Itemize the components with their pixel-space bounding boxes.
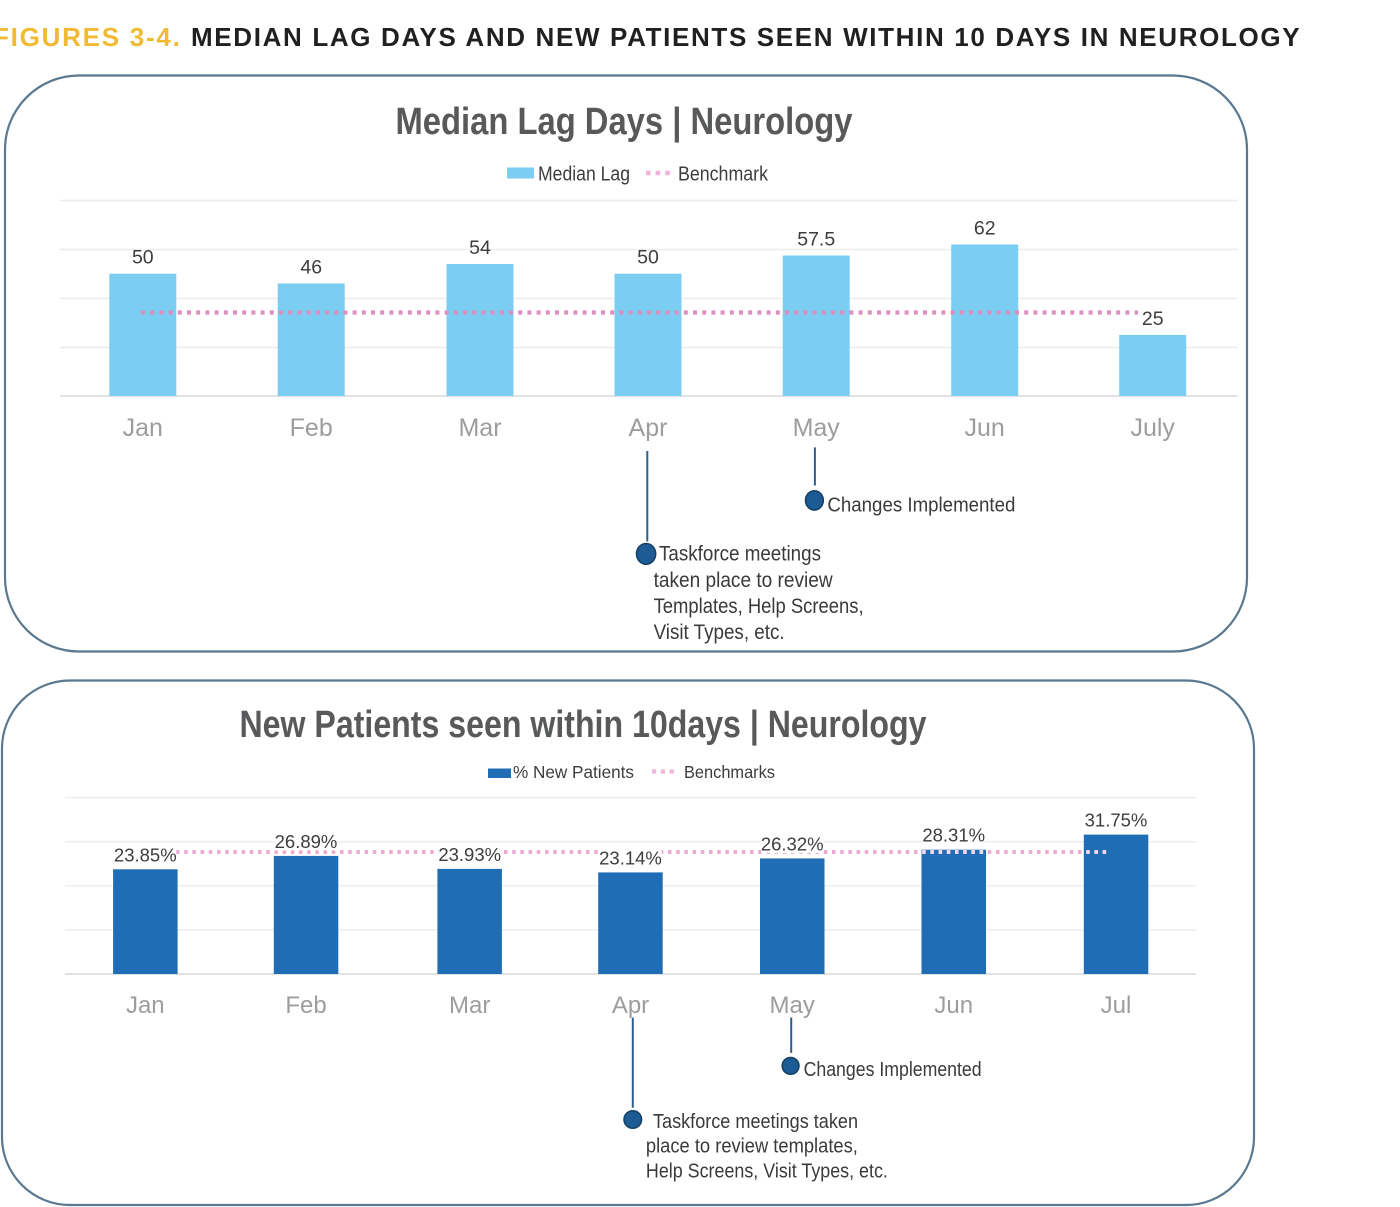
svg-text:taken place to review: taken place to review (654, 569, 834, 592)
svg-text:62: 62 (974, 218, 996, 240)
svg-text:place to review templates,: place to review templates, (646, 1136, 858, 1158)
svg-text:54: 54 (469, 237, 491, 259)
svg-text:Jun: Jun (934, 992, 973, 1019)
svg-text:Templates, Help Screens,: Templates, Help Screens, (654, 595, 864, 618)
svg-text:Visit Types, etc.: Visit Types, etc. (654, 621, 785, 644)
svg-text:Jul: Jul (1101, 992, 1132, 1019)
svg-text:Apr: Apr (612, 992, 649, 1019)
svg-text:July: July (1130, 414, 1175, 442)
svg-text:Mar: Mar (458, 414, 501, 442)
svg-text:Mar: Mar (449, 992, 490, 1019)
svg-text:23.85%: 23.85% (114, 844, 177, 865)
svg-text:Median Lag: Median Lag (538, 164, 630, 186)
svg-text:Jan: Jan (126, 992, 165, 1019)
svg-text:Changes Implemented: Changes Implemented (827, 494, 1015, 517)
svg-text:26.32%: 26.32% (761, 833, 824, 854)
svg-text:28.31%: 28.31% (922, 825, 985, 846)
svg-text:26.89%: 26.89% (275, 831, 338, 852)
svg-text:Benchmark: Benchmark (678, 164, 769, 186)
svg-text:FIGURES 3-4.: FIGURES 3-4. (0, 22, 182, 52)
svg-text:Taskforce meetings taken: Taskforce meetings taken (653, 1111, 858, 1133)
svg-text:Jan: Jan (123, 414, 163, 442)
svg-text:Changes Implemented: Changes Implemented (804, 1059, 982, 1081)
svg-text:May: May (770, 992, 815, 1019)
svg-text:Jun: Jun (965, 414, 1005, 442)
svg-text:25: 25 (1142, 308, 1164, 330)
svg-text:New Patients seen within 10day: New Patients seen within 10days | Neurol… (240, 704, 927, 746)
svg-text:MEDIAN LAG DAYS AND NEW PATIEN: MEDIAN LAG DAYS AND NEW PATIENTS SEEN WI… (191, 22, 1301, 52)
svg-text:Median Lag Days | Neurology: Median Lag Days | Neurology (396, 101, 853, 143)
svg-text:23.14%: 23.14% (599, 847, 662, 868)
svg-text:31.75%: 31.75% (1085, 810, 1148, 831)
svg-text:Benchmarks: Benchmarks (684, 762, 775, 782)
svg-text:May: May (793, 414, 841, 442)
svg-text:Apr: Apr (629, 414, 668, 442)
svg-text:23.93%: 23.93% (438, 844, 501, 865)
svg-text:% New Patients: % New Patients (513, 762, 634, 782)
svg-text:Feb: Feb (285, 992, 326, 1019)
svg-text:50: 50 (132, 247, 154, 269)
svg-text:Feb: Feb (290, 414, 333, 442)
svg-text:Taskforce meetings: Taskforce meetings (659, 543, 821, 566)
svg-text:46: 46 (300, 257, 322, 279)
svg-text:57.5: 57.5 (797, 229, 835, 251)
svg-text:50: 50 (637, 247, 659, 269)
svg-text:Help Screens, Visit Types, etc: Help Screens, Visit Types, etc. (646, 1160, 888, 1182)
